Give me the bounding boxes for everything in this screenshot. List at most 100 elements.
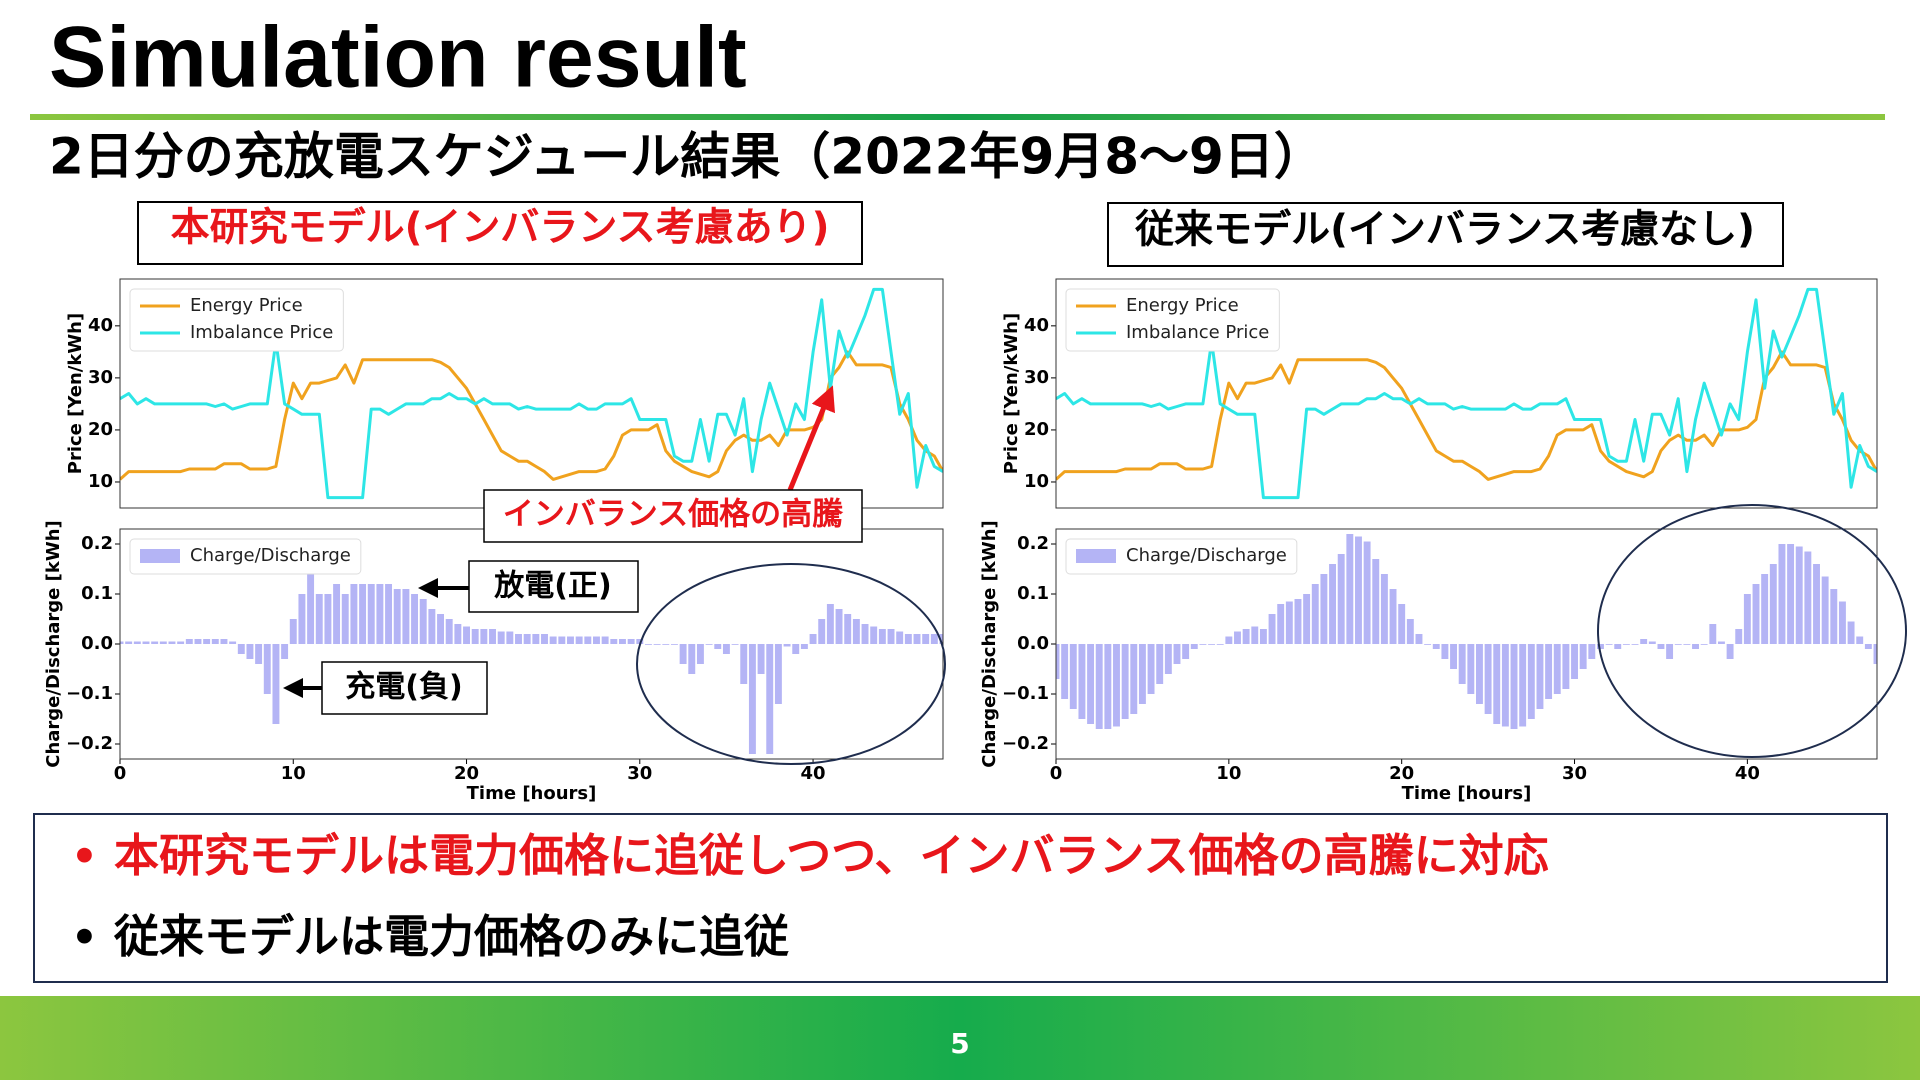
- x-tick-label: 0: [1050, 763, 1063, 784]
- bar: [1683, 644, 1691, 645]
- line-series: [120, 350, 943, 481]
- bar: [1804, 551, 1812, 644]
- bar: [601, 636, 609, 644]
- bar: [1173, 644, 1181, 664]
- legend: Charge/Discharge: [1065, 538, 1298, 575]
- title-rule: [30, 114, 1885, 120]
- legend-box: [129, 288, 344, 352]
- bar: [437, 614, 445, 644]
- bar: [1294, 599, 1302, 644]
- legend: Charge/Discharge: [129, 538, 362, 575]
- bar: [748, 644, 756, 754]
- bar: [1234, 631, 1241, 644]
- y-tick-label: 20: [88, 419, 113, 440]
- bar: [1441, 644, 1449, 659]
- y-tick-label: 40: [1024, 315, 1049, 336]
- bar: [593, 636, 600, 644]
- bullet-marker: •: [71, 832, 98, 881]
- annotation-box: [483, 489, 863, 543]
- bar: [852, 619, 860, 644]
- bar: [1761, 574, 1769, 644]
- x-tick-label: 10: [1216, 763, 1241, 784]
- bar: [1398, 604, 1406, 644]
- y-tick-label: 30: [88, 367, 113, 388]
- bar: [359, 584, 367, 644]
- bar: [731, 644, 739, 645]
- y-tick-label: −0.2: [1002, 733, 1049, 754]
- bar: [930, 634, 938, 644]
- footer-band: [0, 996, 1920, 1080]
- bar: [367, 584, 375, 644]
- y-axis-label: Price [Yen/kWh]: [1001, 313, 1022, 474]
- bar: [324, 594, 332, 644]
- bar: [1259, 629, 1267, 644]
- bar: [826, 604, 834, 644]
- plot: [120, 287, 943, 500]
- bar: [610, 639, 618, 644]
- annotation: 充電(負): [345, 670, 462, 705]
- bar: [402, 589, 410, 644]
- bar: [497, 631, 505, 644]
- plot: [1056, 534, 1877, 729]
- annotation-box: [468, 560, 639, 613]
- y-tick-label: 0.1: [1017, 583, 1049, 604]
- bar: [1182, 644, 1190, 659]
- bar: [1138, 644, 1146, 704]
- bar: [1838, 601, 1846, 644]
- annotation-box: [321, 661, 488, 715]
- y-axis-label: Charge/Discharge [kWh]: [979, 520, 1000, 768]
- bar: [939, 634, 943, 644]
- bar: [298, 594, 306, 644]
- bar: [428, 609, 436, 644]
- x-tick-label: 20: [1389, 763, 1414, 784]
- bar: [670, 644, 678, 645]
- bar: [1251, 626, 1259, 644]
- bar: [1355, 536, 1362, 644]
- bar: [696, 644, 704, 664]
- legend-swatch: [140, 549, 180, 563]
- bar: [1700, 644, 1708, 645]
- x-tick-label: 30: [1562, 763, 1587, 784]
- bar: [532, 634, 540, 644]
- plot: [120, 574, 943, 754]
- bar: [489, 629, 496, 644]
- bar: [411, 594, 419, 644]
- bar: [1320, 574, 1328, 644]
- bar: [1795, 546, 1803, 644]
- bar: [142, 641, 150, 644]
- y-tick-label: 10: [88, 471, 113, 492]
- bullet-marker: •: [71, 913, 98, 962]
- panel-title: 本研究モデル(インバランス考慮あり): [171, 206, 830, 251]
- x-tick-label: 30: [627, 763, 652, 784]
- bar: [1121, 644, 1129, 719]
- bar: [454, 624, 462, 644]
- bar: [688, 644, 696, 674]
- panel-title: 従来モデル(インバランス考慮なし): [1134, 208, 1755, 253]
- bar: [289, 619, 297, 644]
- bar: [627, 639, 635, 644]
- bar: [913, 634, 921, 644]
- bar: [350, 584, 358, 644]
- bar: [1216, 644, 1224, 645]
- bar: [1856, 636, 1864, 644]
- y-tick-label: 20: [1024, 419, 1049, 440]
- bar: [1147, 644, 1155, 694]
- line-series: [1056, 350, 1877, 481]
- bar: [1389, 589, 1397, 644]
- y-tick-label: 40: [88, 315, 113, 336]
- bar: [844, 614, 852, 644]
- bar: [1113, 644, 1120, 727]
- bar: [1208, 644, 1216, 645]
- bar: [159, 641, 167, 644]
- legend-box: [1065, 538, 1298, 575]
- highlight-ellipse: [1597, 504, 1907, 758]
- bar: [1752, 584, 1760, 644]
- y-axis-label: Price [Yen/kWh]: [65, 313, 86, 474]
- bar: [1190, 644, 1198, 649]
- y-tick-label: 0.0: [1017, 633, 1049, 654]
- y-tick-label: 0.2: [1017, 533, 1049, 554]
- bar: [1087, 644, 1095, 724]
- bar: [393, 589, 401, 644]
